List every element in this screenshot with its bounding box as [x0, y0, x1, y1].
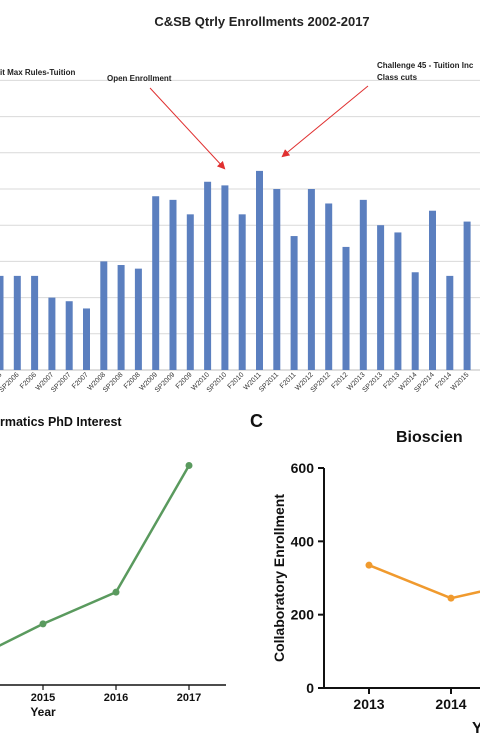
- annotation-arrow-challenge-45: [281, 85, 369, 158]
- bio-x-tick-label: 2014: [435, 696, 466, 712]
- bar: [48, 297, 56, 370]
- bio-y-tick-label: 0: [306, 680, 314, 696]
- bar: [307, 189, 315, 370]
- bar: [463, 221, 471, 370]
- bar: [31, 275, 39, 370]
- bar: [169, 199, 177, 370]
- bar: [117, 265, 125, 370]
- phd-data-point: [185, 462, 193, 470]
- bar: [186, 214, 194, 370]
- phd-x-tick-label: 2017: [177, 692, 201, 704]
- phd-x-tick-label: 2016: [104, 692, 128, 704]
- annotation-open-enrollment: Open Enrollment: [107, 74, 172, 83]
- bar-x-tick-label: SP2006: [0, 371, 21, 394]
- bar: [134, 268, 142, 370]
- bar: [13, 275, 21, 370]
- bar: [325, 203, 333, 370]
- bar-x-tick-label: SP2011: [258, 371, 280, 393]
- bar: [100, 261, 108, 370]
- bio-y-tick-label: 600: [291, 460, 315, 476]
- bar: [377, 225, 385, 370]
- phd-chart-xlabel: Year: [30, 705, 56, 719]
- bar: [429, 210, 436, 370]
- phd-data-point: [39, 620, 47, 628]
- bar: [256, 170, 263, 370]
- bio-series-line: [368, 564, 480, 600]
- bio-y-tick-label: 200: [291, 607, 315, 623]
- bar-chart-bars: [0, 170, 471, 370]
- phd-chart-series: [0, 462, 193, 647]
- annotation-class-cuts: Class cuts: [377, 73, 418, 82]
- bio-chart-y-ticks: 0 200 400 600: [291, 460, 324, 696]
- bar-chart-x-ticks: W2006SP2006F2006W2007SP2007F2007W2008SP2…: [0, 371, 471, 394]
- bar-chart-title: C&SB Qtrly Enrollments 2002-2017: [154, 14, 369, 29]
- bio-chart-ylabel: Collaboratory Enrollment: [271, 494, 287, 662]
- bar: [83, 308, 90, 370]
- bar: [446, 275, 454, 370]
- bio-data-point: [365, 561, 373, 569]
- bar: [221, 185, 229, 370]
- bar: [411, 272, 419, 370]
- bar: [290, 236, 298, 370]
- annotation-arrow-open-enrollment: [149, 87, 226, 170]
- annotation-max-rules: it Max Rules-Tuition: [0, 68, 76, 77]
- bio-chart-title: Bioscien: [396, 429, 463, 446]
- bio-x-tick-label: 2013: [353, 696, 384, 712]
- phd-data-point: [112, 588, 120, 596]
- bar: [359, 199, 367, 370]
- phd-chart-x-ticks: 2015 2016 2017: [31, 685, 201, 704]
- bar: [342, 246, 350, 370]
- bar: [152, 196, 160, 370]
- phd-x-tick-label: 2015: [31, 692, 55, 704]
- bio-chart-xlabel: Y: [472, 720, 480, 737]
- bar: [204, 181, 212, 370]
- bar: [65, 301, 73, 370]
- phd-series-line: [0, 464, 191, 647]
- annotation-challenge-45: Challenge 45 - Tuition Inc: [377, 61, 474, 70]
- bar: [238, 214, 246, 370]
- bio-chart-x-ticks: 2013 2014: [353, 688, 467, 712]
- bar-x-tick-label: W2015: [450, 371, 471, 392]
- bio-y-tick-label: 400: [291, 533, 315, 549]
- bar: [0, 275, 4, 370]
- bio-data-point: [447, 594, 455, 602]
- bar: [394, 232, 402, 370]
- panel-c-label: C: [250, 411, 263, 431]
- bio-chart-series: [365, 561, 480, 602]
- phd-chart-title: rmatics PhD Interest: [0, 415, 122, 429]
- bar: [273, 189, 281, 370]
